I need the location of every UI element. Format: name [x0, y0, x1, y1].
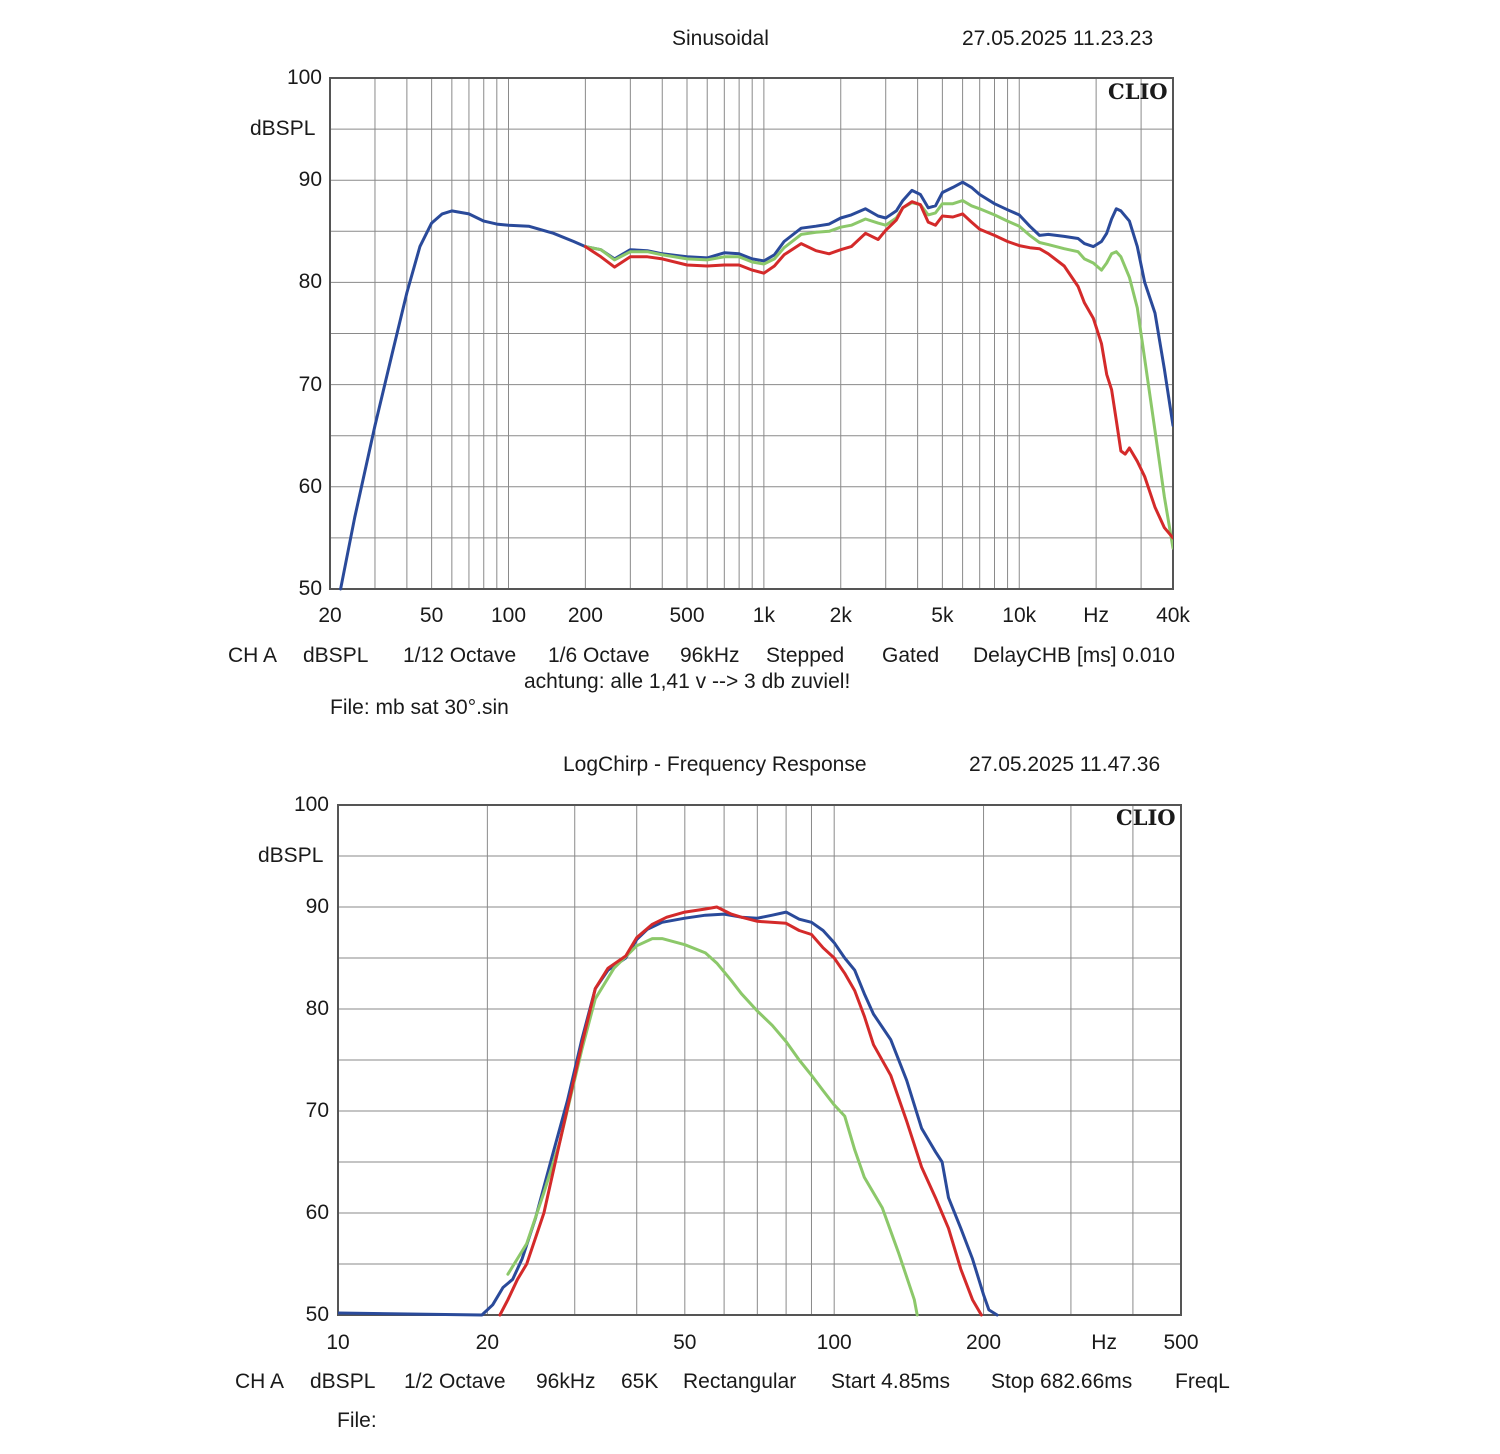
x-tick-label: 100: [490, 604, 527, 627]
y-tick-label: 90: [298, 168, 322, 192]
chart-timestamp: 27.05.2025 11.23.23: [962, 27, 1154, 50]
x-tick-label: 500: [669, 604, 705, 627]
y-tick-label: 100: [293, 793, 329, 816]
series-line-1: [583, 199, 1173, 550]
y-tick-label: 50: [298, 577, 322, 600]
y-tick-label: 70: [305, 1099, 329, 1122]
y-tick-label: 90: [305, 895, 329, 918]
x-tick-label: 1k: [752, 604, 775, 627]
plot-frame: [337, 804, 1182, 1316]
y-tick-label: 80: [298, 270, 322, 294]
chart-note: achtung: alle 1,41 v --> 3 db zuviel!: [524, 670, 851, 693]
x-tick-label: 5k: [931, 604, 954, 627]
series-line-2: [583, 200, 1173, 540]
x-tick-label: 100: [816, 1331, 852, 1354]
setting-gating: Gated: [882, 644, 940, 667]
setting-freq: FreqL: [1175, 1370, 1230, 1393]
setting-channel: CH A: [235, 1370, 285, 1393]
plot-area-top: [329, 77, 1174, 591]
setting-delay: DelayCHB [ms] 0.010: [973, 644, 1175, 667]
clio-logo: CLIO: [1116, 805, 1176, 830]
y-tick-label: 60: [305, 1201, 329, 1224]
x-tick-label: 20: [475, 1331, 500, 1354]
y-tick-label: 60: [298, 474, 322, 498]
series-line-1: [506, 937, 919, 1317]
setting-fft-size: 65K: [621, 1370, 659, 1393]
plot-area-bottom: [337, 804, 1182, 1317]
plot-frame: [329, 77, 1174, 590]
series-line-0: [339, 180, 1173, 591]
chart-sinusoidal: Sinusoidal 27.05.2025 11.23.23 dBSPL CLI…: [228, 27, 1190, 719]
grid: [338, 805, 1181, 1315]
setting-start: Start 4.85ms: [831, 1370, 951, 1393]
grid: [330, 78, 1173, 589]
series-line-0: [338, 910, 999, 1317]
y-axis-label: dBSPL: [250, 117, 316, 140]
setting-stop: Stop 682.66ms: [991, 1370, 1133, 1393]
series-line-2: [498, 905, 983, 1317]
file-name: File: mb sat 30°.sin: [330, 696, 509, 719]
x-tick-label: 40k: [1156, 604, 1190, 627]
x-tick-label: 10k: [1002, 604, 1037, 627]
x-tick-label: 10: [326, 1331, 350, 1354]
y-tick-label: 50: [305, 1303, 329, 1326]
setting-smoothing: 1/2 Octave: [404, 1370, 506, 1393]
x-tick-label: Hz: [1083, 604, 1109, 627]
x-tick-label: 20: [318, 604, 342, 627]
y-axis-label: dBSPL: [258, 844, 324, 867]
x-tick-label: Hz: [1091, 1331, 1117, 1354]
setting-sample-rate: 96kHz: [680, 644, 740, 667]
chart-title: Sinusoidal: [672, 27, 769, 50]
y-tick-label: 70: [298, 372, 322, 396]
x-tick-label: 50: [419, 604, 444, 627]
x-tick-label: 200: [966, 1331, 1002, 1354]
setting-unit: dBSPL: [303, 644, 369, 667]
clio-logo: CLIO: [1108, 79, 1168, 104]
x-tick-label: 500: [1163, 1331, 1199, 1354]
y-tick-label: 80: [305, 997, 329, 1020]
x-tick-label: 50: [673, 1331, 697, 1354]
file-name: File:: [337, 1409, 377, 1432]
chart-title: LogChirp - Frequency Response: [563, 753, 867, 776]
y-tick-label: 100: [286, 66, 322, 89]
setting-smoothing-1: 1/12 Octave: [403, 644, 517, 667]
x-tick-label: 2k: [829, 604, 852, 627]
setting-window: Rectangular: [683, 1370, 797, 1393]
x-tick-label: 200: [567, 604, 603, 627]
setting-smoothing-2: 1/6 Octave: [548, 644, 650, 667]
setting-channel: CH A: [228, 644, 278, 667]
chart-logchirp: LogChirp - Frequency Response 27.05.2025…: [0, 727, 1500, 1454]
setting-mode: Stepped: [766, 644, 845, 667]
setting-sample-rate: 96kHz: [536, 1370, 596, 1393]
setting-unit: dBSPL: [310, 1370, 376, 1393]
chart-timestamp: 27.05.2025 11.47.36: [969, 753, 1161, 776]
